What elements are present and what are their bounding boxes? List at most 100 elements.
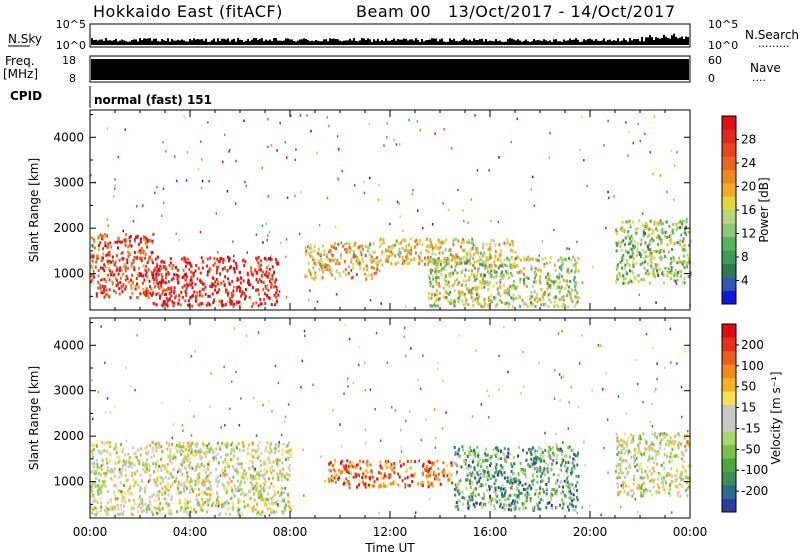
data-cell	[673, 454, 676, 458]
data-cell	[617, 491, 620, 494]
data-cell	[209, 256, 212, 260]
data-cell	[515, 285, 518, 289]
data-cell	[503, 471, 506, 475]
data-cell	[235, 444, 237, 448]
data-cell	[231, 506, 234, 510]
data-cell	[253, 492, 255, 496]
data-cell	[511, 239, 514, 243]
data-cell	[646, 255, 649, 259]
data-cell	[385, 259, 388, 263]
data-cell	[680, 270, 683, 274]
data-cell	[178, 294, 181, 298]
data-cell	[615, 241, 618, 245]
data-cell	[489, 272, 492, 276]
data-cell	[275, 510, 278, 514]
data-cell	[333, 259, 336, 263]
data-cell	[231, 441, 234, 445]
data-cell	[352, 250, 355, 254]
data-cell	[677, 271, 679, 275]
data-cell	[523, 502, 526, 506]
data-cell	[390, 250, 393, 254]
data-cell	[90, 274, 93, 278]
data-cell	[491, 474, 494, 478]
data-cell	[464, 283, 467, 287]
data-cell	[285, 295, 288, 299]
data-cell	[677, 454, 680, 458]
data-cell	[580, 115, 583, 118]
data-cell	[443, 277, 446, 281]
data-cell	[646, 476, 649, 480]
data-cell	[121, 498, 123, 502]
data-cell	[629, 247, 632, 251]
data-cell	[534, 453, 537, 457]
data-cell	[433, 258, 436, 262]
data-cell	[352, 266, 355, 270]
data-cell	[213, 256, 216, 260]
data-cell	[438, 281, 441, 285]
data-cell	[537, 506, 540, 510]
data-cell	[448, 258, 450, 262]
data-cell	[460, 465, 463, 469]
data-cell	[142, 274, 144, 278]
data-cell	[119, 468, 121, 471]
data-cell	[424, 469, 427, 473]
data-cell	[165, 150, 167, 153]
data-cell	[448, 285, 451, 289]
nsky-bar	[365, 39, 367, 45]
data-cell	[620, 449, 623, 453]
data-cell	[326, 196, 329, 200]
data-cell	[503, 494, 506, 498]
data-cell	[136, 205, 138, 208]
freq-unit: [MHz]	[3, 67, 38, 81]
data-cell	[534, 492, 537, 496]
data-cell	[257, 492, 260, 496]
data-cell	[576, 463, 579, 467]
data-cell	[135, 277, 138, 280]
data-cell	[168, 292, 171, 295]
data-cell	[568, 482, 571, 486]
data-cell	[133, 498, 136, 502]
data-cell	[270, 508, 272, 512]
data-cell	[558, 285, 561, 289]
data-cell	[454, 462, 457, 466]
data-cell	[668, 460, 671, 464]
data-cell	[474, 286, 477, 290]
data-cell	[430, 466, 433, 470]
data-cell	[176, 444, 179, 448]
data-cell	[660, 258, 663, 262]
data-cell	[343, 259, 346, 263]
data-cell	[538, 491, 541, 495]
data-cell	[683, 266, 686, 270]
data-cell	[456, 470, 458, 474]
nsky-bar	[533, 38, 535, 45]
data-cell	[124, 269, 127, 273]
data-cell	[632, 263, 635, 267]
data-cell	[328, 468, 331, 472]
data-cell	[540, 268, 543, 272]
data-cell	[466, 256, 469, 260]
data-cell	[690, 273, 692, 277]
data-cell	[670, 239, 673, 243]
data-cell	[155, 511, 158, 515]
data-cell	[478, 267, 480, 271]
data-cell	[678, 226, 681, 230]
data-cell	[287, 466, 290, 470]
data-cell	[625, 445, 628, 449]
data-cell	[220, 299, 223, 303]
data-cell	[136, 448, 139, 452]
data-cell	[622, 447, 625, 450]
data-cell	[555, 303, 558, 307]
data-cell	[216, 475, 219, 479]
data-cell	[139, 292, 142, 296]
data-cell	[91, 266, 94, 270]
data-cell	[477, 451, 480, 455]
data-cell	[187, 480, 190, 484]
colorbar-segment	[722, 250, 736, 265]
data-cell	[258, 278, 261, 282]
data-cell	[539, 281, 542, 285]
data-cell	[568, 490, 571, 494]
data-cell	[215, 467, 218, 471]
data-cell	[539, 268, 542, 272]
data-cell	[622, 486, 625, 490]
data-cell	[554, 295, 557, 299]
